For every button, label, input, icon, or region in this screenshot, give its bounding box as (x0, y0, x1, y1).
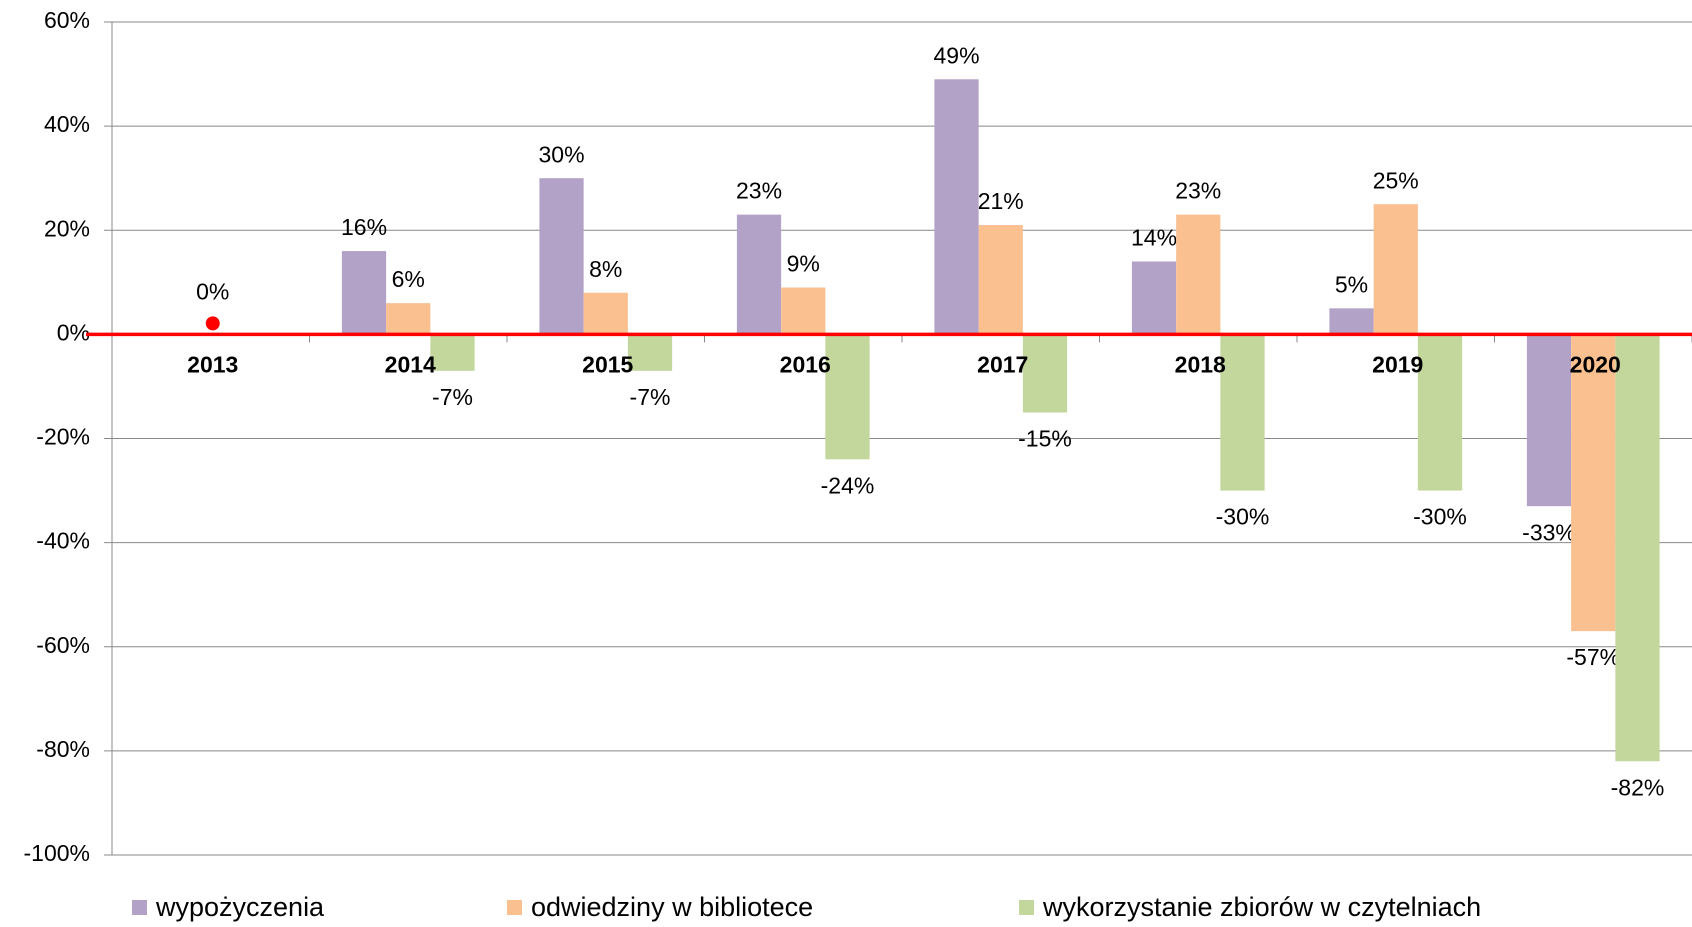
data-label: -57% (1566, 644, 1620, 670)
y-tick-label: -80% (36, 736, 90, 762)
data-label: 30% (538, 141, 584, 167)
legend-swatch (1019, 900, 1034, 915)
bar (978, 225, 1023, 335)
legend-label: wykorzystanie zbiorów w czytelniach (1042, 892, 1481, 922)
data-label: -30% (1216, 504, 1270, 530)
y-tick-label: -60% (36, 632, 90, 658)
y-tick-label: 20% (44, 215, 90, 241)
data-label: -15% (1018, 426, 1072, 452)
x-tick-label: 2013 (187, 351, 238, 377)
x-tick-label: 2015 (582, 351, 633, 377)
data-label: 21% (978, 188, 1024, 214)
x-tick-label: 2020 (1570, 351, 1621, 377)
bar (781, 287, 826, 335)
marker-label: 0% (196, 278, 229, 304)
x-tick-label: 2014 (385, 351, 436, 377)
bar (1526, 334, 1572, 507)
bar (1417, 334, 1463, 491)
data-label: -30% (1413, 504, 1467, 530)
x-tick-label: 2016 (780, 351, 831, 377)
legend-swatch (507, 900, 522, 915)
data-label: -33% (1522, 519, 1576, 545)
bar (1176, 214, 1221, 335)
bar (430, 334, 475, 371)
bar (1022, 334, 1068, 413)
bar (386, 303, 431, 335)
legend-swatch (132, 900, 147, 915)
data-label: 49% (933, 42, 979, 68)
bar (934, 79, 979, 335)
bar (627, 334, 673, 371)
marker (205, 316, 220, 331)
data-label: 23% (1175, 178, 1221, 204)
bar (736, 214, 782, 335)
bar (539, 178, 584, 335)
data-label: 5% (1335, 271, 1368, 297)
legend-label: odwiedziny w bibliotece (531, 892, 813, 922)
x-tick-label: 2018 (1175, 351, 1226, 377)
y-tick-label: 0% (57, 319, 90, 345)
bar (1373, 204, 1418, 335)
data-label: 6% (392, 266, 425, 292)
y-tick-label: 40% (44, 111, 90, 137)
x-tick-label: 2017 (977, 351, 1028, 377)
data-label: 23% (736, 178, 782, 204)
y-tick-label: -20% (36, 424, 90, 450)
data-label: 8% (589, 256, 622, 282)
data-label: 25% (1373, 167, 1419, 193)
bar (1220, 334, 1265, 491)
bar (583, 292, 628, 335)
y-tick-label: -100% (24, 840, 90, 866)
data-label: 14% (1131, 225, 1177, 251)
bar (1131, 261, 1177, 335)
bar (341, 251, 387, 335)
x-tick-label: 2019 (1372, 351, 1423, 377)
bar (1329, 308, 1374, 335)
y-tick-label: -40% (36, 528, 90, 554)
data-label: -7% (432, 384, 473, 410)
bar (1571, 334, 1616, 632)
data-label: 9% (787, 251, 820, 277)
data-label: -7% (630, 384, 671, 410)
data-label: -82% (1611, 774, 1665, 800)
data-label: -24% (821, 472, 875, 498)
legend-label: wypożyczenia (155, 892, 325, 922)
bar (825, 334, 870, 460)
data-label: 16% (341, 214, 387, 240)
bar (1615, 334, 1660, 762)
y-tick-label: 60% (44, 7, 90, 33)
